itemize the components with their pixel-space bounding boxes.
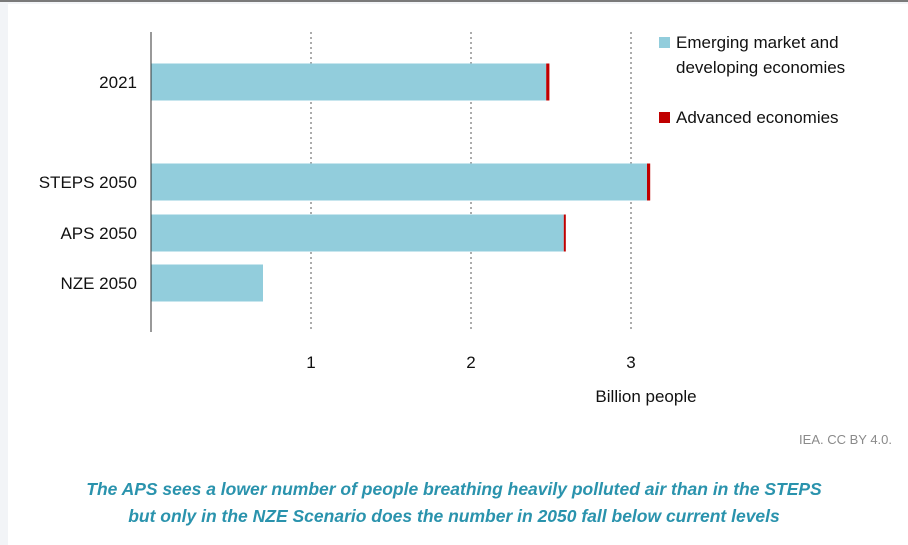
bar-emde-1 bbox=[151, 163, 647, 201]
bar-emde-3 bbox=[151, 264, 263, 302]
bars bbox=[151, 63, 651, 302]
x-axis-title: Billion people bbox=[595, 387, 696, 406]
legend-label-emde-line2: developing economies bbox=[676, 58, 845, 77]
category-label-0: 2021 bbox=[99, 73, 137, 92]
bar-advanced-0 bbox=[546, 63, 550, 101]
legend: Emerging market and developing economies… bbox=[659, 33, 845, 127]
category-label-2: APS 2050 bbox=[60, 224, 137, 243]
legend-swatch-emde bbox=[659, 37, 670, 48]
x-tick-label-1: 1 bbox=[306, 353, 315, 372]
x-tick-labels: 1 2 3 bbox=[306, 353, 635, 372]
category-label-1: STEPS 2050 bbox=[39, 173, 137, 192]
caption-line-1: The APS sees a lower number of people br… bbox=[86, 479, 822, 499]
source-credit: IEA. CC BY 4.0. bbox=[799, 432, 892, 447]
bar-emde-0 bbox=[151, 63, 547, 101]
caption-line-2: but only in the NZE Scenario does the nu… bbox=[128, 506, 780, 526]
bar-advanced-2 bbox=[563, 214, 566, 252]
x-tick-label-3: 3 bbox=[626, 353, 635, 372]
category-label-3: NZE 2050 bbox=[60, 274, 137, 293]
legend-label-emde-line1: Emerging market and bbox=[676, 33, 839, 52]
bar-emde-2 bbox=[151, 214, 564, 252]
bar-advanced-1 bbox=[647, 163, 651, 201]
category-labels: 2021 STEPS 2050 APS 2050 NZE 2050 bbox=[39, 73, 137, 293]
x-tick-label-2: 2 bbox=[466, 353, 475, 372]
legend-label-advanced: Advanced economies bbox=[676, 108, 839, 127]
legend-swatch-advanced bbox=[659, 112, 670, 123]
figure-caption: The APS sees a lower number of people br… bbox=[0, 476, 908, 530]
top-rule bbox=[0, 0, 908, 2]
